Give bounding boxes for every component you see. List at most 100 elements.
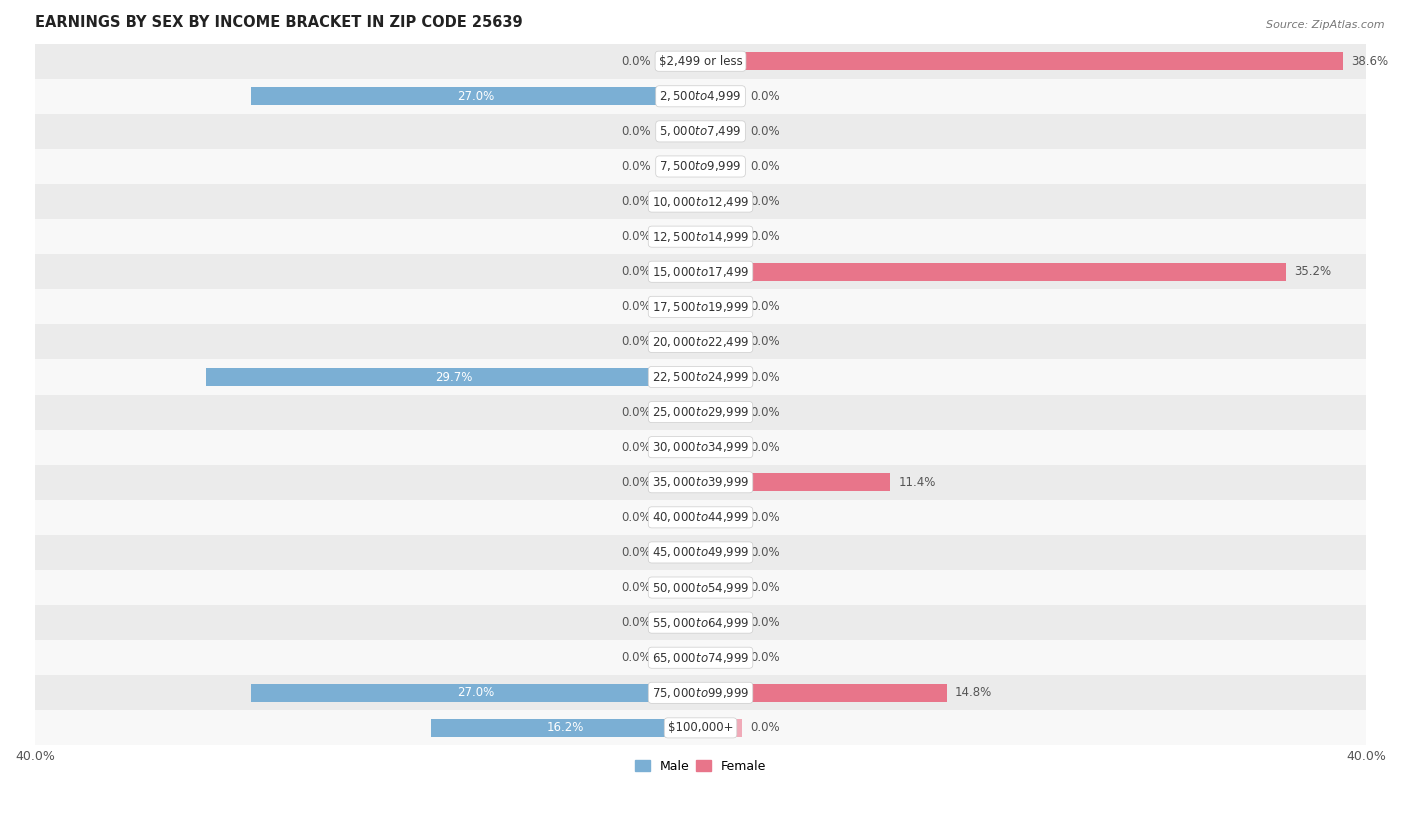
Bar — [35, 44, 1367, 79]
Text: 0.0%: 0.0% — [621, 616, 651, 629]
Text: $17,500 to $19,999: $17,500 to $19,999 — [652, 300, 749, 314]
Text: 0.0%: 0.0% — [621, 160, 651, 173]
Text: $30,000 to $34,999: $30,000 to $34,999 — [652, 440, 749, 454]
Bar — [35, 535, 1367, 570]
Bar — [35, 114, 1367, 149]
Bar — [659, 193, 700, 211]
Bar — [700, 367, 742, 386]
Text: 0.0%: 0.0% — [751, 616, 780, 629]
Bar — [432, 719, 700, 737]
Text: 0.0%: 0.0% — [751, 300, 780, 313]
Text: 0.0%: 0.0% — [621, 546, 651, 559]
Text: $12,500 to $14,999: $12,500 to $14,999 — [652, 229, 749, 244]
Bar — [35, 394, 1367, 429]
Text: $20,000 to $22,499: $20,000 to $22,499 — [652, 335, 749, 349]
Text: 0.0%: 0.0% — [621, 265, 651, 278]
Bar — [35, 220, 1367, 254]
Text: 0.0%: 0.0% — [751, 406, 780, 419]
Legend: Male, Female: Male, Female — [630, 754, 772, 778]
Bar — [700, 228, 742, 246]
Text: 16.2%: 16.2% — [547, 721, 585, 734]
Bar — [35, 465, 1367, 500]
Bar — [700, 263, 1286, 280]
Bar — [700, 87, 742, 106]
Bar — [659, 158, 700, 176]
Text: 0.0%: 0.0% — [621, 476, 651, 489]
Text: 0.0%: 0.0% — [621, 441, 651, 454]
Bar — [35, 289, 1367, 324]
Text: $22,500 to $24,999: $22,500 to $24,999 — [652, 370, 749, 384]
Text: 0.0%: 0.0% — [621, 230, 651, 243]
Text: $10,000 to $12,499: $10,000 to $12,499 — [652, 194, 749, 209]
Text: Source: ZipAtlas.com: Source: ZipAtlas.com — [1267, 20, 1385, 30]
Bar — [659, 122, 700, 141]
Text: 0.0%: 0.0% — [621, 406, 651, 419]
Bar — [700, 578, 742, 597]
Bar — [35, 79, 1367, 114]
Bar — [35, 640, 1367, 676]
Text: $2,500 to $4,999: $2,500 to $4,999 — [659, 89, 742, 103]
Text: $65,000 to $74,999: $65,000 to $74,999 — [652, 650, 749, 665]
Bar — [659, 438, 700, 456]
Text: 0.0%: 0.0% — [751, 195, 780, 208]
Bar — [659, 333, 700, 351]
Text: 0.0%: 0.0% — [621, 300, 651, 313]
Bar — [659, 228, 700, 246]
Text: $5,000 to $7,499: $5,000 to $7,499 — [659, 124, 742, 138]
Bar — [35, 359, 1367, 394]
Bar — [700, 508, 742, 527]
Text: 14.8%: 14.8% — [955, 686, 993, 699]
Text: 29.7%: 29.7% — [434, 371, 472, 384]
Bar — [700, 403, 742, 421]
Bar — [700, 158, 742, 176]
Text: 0.0%: 0.0% — [751, 125, 780, 138]
Bar — [35, 254, 1367, 289]
Text: 35.2%: 35.2% — [1295, 265, 1331, 278]
Text: 0.0%: 0.0% — [751, 89, 780, 102]
Bar — [35, 500, 1367, 535]
Bar — [252, 684, 700, 702]
Text: $2,499 or less: $2,499 or less — [658, 54, 742, 67]
Bar — [659, 614, 700, 632]
Bar — [700, 298, 742, 316]
Bar — [207, 367, 700, 386]
Text: EARNINGS BY SEX BY INCOME BRACKET IN ZIP CODE 25639: EARNINGS BY SEX BY INCOME BRACKET IN ZIP… — [35, 15, 523, 30]
Bar — [35, 605, 1367, 640]
Text: 0.0%: 0.0% — [751, 371, 780, 384]
Text: 0.0%: 0.0% — [751, 230, 780, 243]
Text: 0.0%: 0.0% — [621, 125, 651, 138]
Bar — [659, 649, 700, 667]
Bar — [700, 649, 742, 667]
Bar — [35, 711, 1367, 746]
Bar — [252, 87, 700, 106]
Text: 0.0%: 0.0% — [751, 511, 780, 524]
Bar — [659, 543, 700, 562]
Text: 11.4%: 11.4% — [898, 476, 936, 489]
Text: $45,000 to $49,999: $45,000 to $49,999 — [652, 546, 749, 559]
Text: 0.0%: 0.0% — [751, 651, 780, 664]
Bar — [35, 676, 1367, 711]
Text: 0.0%: 0.0% — [621, 195, 651, 208]
Bar — [700, 333, 742, 351]
Bar — [700, 614, 742, 632]
Text: $50,000 to $54,999: $50,000 to $54,999 — [652, 580, 749, 594]
Bar — [700, 122, 742, 141]
Bar — [700, 719, 742, 737]
Text: 0.0%: 0.0% — [751, 546, 780, 559]
Text: $55,000 to $64,999: $55,000 to $64,999 — [652, 615, 749, 629]
Bar — [700, 543, 742, 562]
Bar — [659, 298, 700, 316]
Bar — [700, 684, 946, 702]
Bar — [700, 52, 1343, 71]
Text: 0.0%: 0.0% — [751, 721, 780, 734]
Bar — [700, 438, 742, 456]
Text: 0.0%: 0.0% — [621, 651, 651, 664]
Text: 0.0%: 0.0% — [751, 336, 780, 349]
Bar — [659, 263, 700, 280]
Bar — [659, 52, 700, 71]
Bar — [35, 149, 1367, 184]
Text: 0.0%: 0.0% — [621, 581, 651, 594]
Text: 38.6%: 38.6% — [1351, 54, 1388, 67]
Bar — [35, 570, 1367, 605]
Text: 0.0%: 0.0% — [621, 54, 651, 67]
